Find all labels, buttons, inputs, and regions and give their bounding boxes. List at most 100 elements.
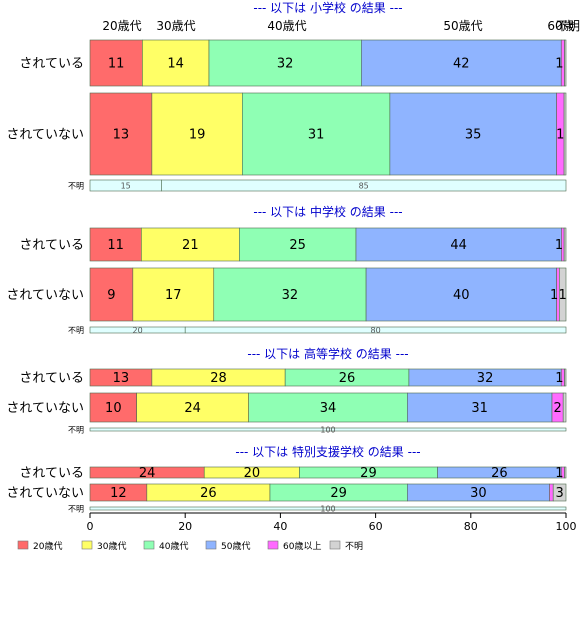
data-label: 29: [330, 486, 347, 501]
row-label: されている: [19, 238, 84, 253]
bar-segment: [407, 392, 553, 423]
row-label: 不明: [68, 425, 84, 434]
bar-segment: [239, 227, 357, 262]
data-label: 24: [139, 466, 156, 481]
data-label: 20: [133, 326, 143, 335]
data-label: 13: [113, 371, 130, 386]
bar-segment: [361, 39, 562, 87]
data-label: 1: [559, 288, 567, 303]
data-label: 10: [105, 401, 122, 416]
legend-label: 20歳代: [33, 540, 62, 552]
row-label: されている: [19, 466, 84, 481]
row-label: されている: [19, 371, 84, 386]
x-tick-label: 100: [556, 520, 577, 533]
group-title: --- 以下は 高等学校 の結果 ---: [247, 346, 408, 361]
bar-segment: [89, 92, 153, 176]
data-label: 17: [165, 288, 182, 303]
data-label: 24: [184, 401, 201, 416]
bar-segment: [136, 392, 249, 423]
data-label: 31: [308, 128, 325, 143]
legend-label: 不明: [345, 541, 363, 552]
bar-segment: [563, 92, 567, 176]
bar-segment: [89, 506, 567, 511]
bar-segment: [549, 483, 554, 502]
top-age-label: 40歳代: [267, 19, 306, 33]
legend-swatch: [205, 540, 217, 550]
data-label: 20: [244, 466, 261, 481]
legend-swatch: [81, 540, 93, 550]
data-label: 1: [555, 238, 563, 253]
legend-label: 30歳代: [97, 540, 126, 552]
group-title: --- 以下は 中学校 の結果 ---: [253, 204, 402, 219]
legend-label: 50歳代: [221, 540, 250, 552]
data-label: 30: [470, 486, 487, 501]
data-label: 100: [320, 425, 335, 434]
legend-label: 60歳以上: [283, 540, 321, 552]
data-label: 80: [371, 326, 381, 335]
data-label: 3: [555, 486, 563, 501]
top-age-label: 60歳: [547, 19, 574, 33]
data-label: 32: [477, 371, 494, 386]
bar-segment: [213, 267, 367, 322]
data-label: 42: [453, 57, 470, 72]
bar-segment: [161, 179, 567, 192]
data-label: 1: [550, 288, 558, 303]
bar-segment: [562, 392, 567, 423]
row-label: 不明: [68, 181, 84, 190]
bar-segment: [559, 267, 567, 322]
bar-segment: [142, 39, 210, 87]
row-label: されていない: [6, 486, 84, 501]
x-tick-label: 60: [369, 520, 383, 533]
data-label: 29: [360, 466, 377, 481]
data-label: 11: [108, 57, 125, 72]
data-label: 14: [167, 57, 184, 72]
data-label: 26: [200, 486, 217, 501]
bar-segment: [355, 227, 562, 262]
top-age-label: 20歳代: [102, 19, 141, 33]
data-label: 34: [320, 401, 337, 416]
data-label: 100: [320, 504, 335, 513]
bar-segment: [89, 427, 567, 432]
x-tick-label: 40: [273, 520, 287, 533]
data-label: 26: [339, 371, 356, 386]
bar-segment: [141, 227, 240, 262]
row-label: されていない: [6, 288, 84, 303]
bar-segment: [564, 466, 567, 479]
data-label: 21: [182, 238, 199, 253]
data-label: 31: [471, 401, 488, 416]
legend-swatch: [267, 540, 279, 550]
data-label: 11: [107, 238, 124, 253]
legend-swatch: [17, 540, 29, 550]
data-label: 1: [556, 128, 564, 143]
data-label: 40: [453, 288, 470, 303]
row-label: されていない: [6, 401, 84, 416]
legend-swatch: [143, 540, 155, 550]
data-label: 2: [553, 401, 561, 416]
bar-segment: [184, 326, 567, 334]
group-title: --- 以下は 小学校 の結果 ---: [253, 0, 402, 15]
data-label: 1: [555, 466, 563, 481]
data-label: 85: [359, 181, 369, 190]
data-label: 35: [465, 128, 482, 143]
data-label: 1: [555, 57, 563, 72]
data-label: 12: [110, 486, 127, 501]
x-tick-label: 20: [178, 520, 192, 533]
legend-swatch: [329, 540, 341, 550]
data-label: 44: [450, 238, 467, 253]
bar-segment: [151, 92, 243, 176]
row-label: 不明: [68, 504, 84, 513]
bar-segment: [365, 267, 557, 322]
row-label: されている: [19, 57, 84, 72]
bar-segment: [564, 368, 567, 387]
data-label: 28: [210, 371, 227, 386]
bar-segment: [132, 267, 215, 322]
legend-label: 40歳代: [159, 540, 188, 552]
bar-segment: [89, 227, 142, 262]
row-label: 不明: [68, 326, 84, 335]
data-label: 9: [107, 288, 115, 303]
row-label: されていない: [6, 128, 84, 143]
data-label: 15: [121, 181, 131, 190]
x-tick-label: 80: [464, 520, 478, 533]
x-tick-label: 0: [87, 520, 94, 533]
